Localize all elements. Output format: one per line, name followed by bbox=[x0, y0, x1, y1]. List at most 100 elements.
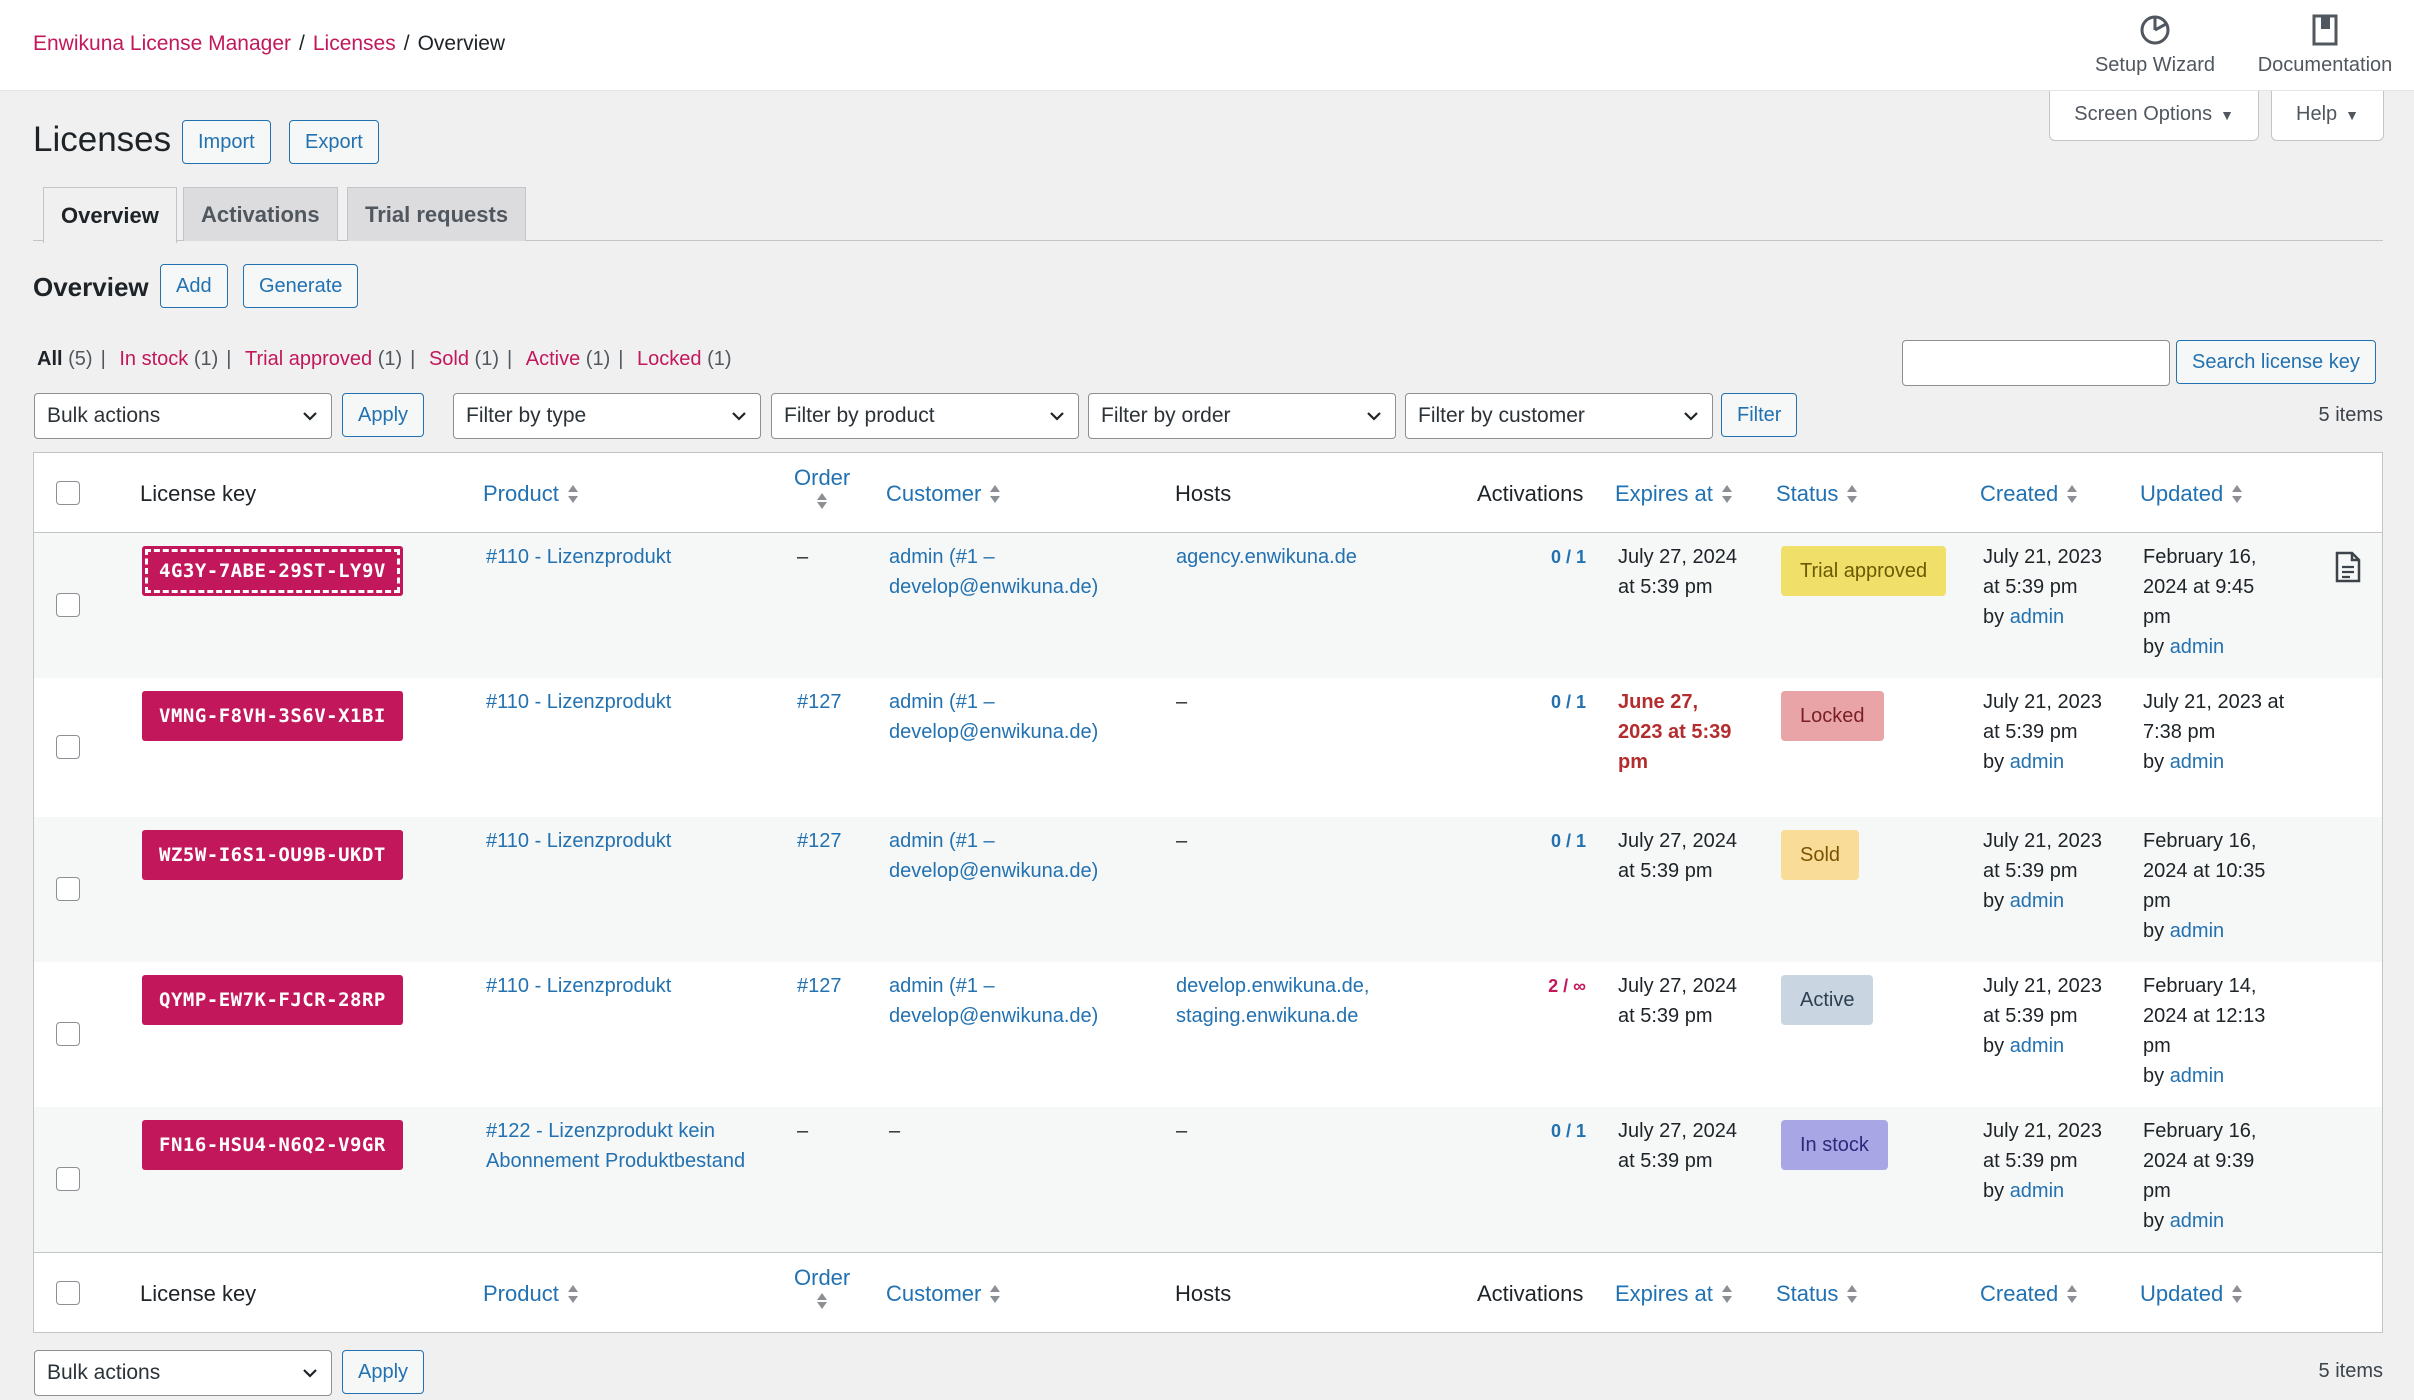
documentation-button[interactable]: Documentation bbox=[2250, 12, 2400, 77]
import-button[interactable]: Import bbox=[182, 120, 271, 164]
column-product[interactable]: Product bbox=[483, 1281, 579, 1307]
customer-email-link[interactable]: develop@enwikuna.de) bbox=[889, 860, 1099, 882]
host-link[interactable]: develop.enwikuna.de, bbox=[1176, 975, 1370, 997]
host-link[interactable]: agency.enwikuna.de bbox=[1176, 546, 1357, 568]
activations-count[interactable]: 0 / 1 bbox=[1550, 831, 1586, 851]
column-created[interactable]: Created bbox=[1980, 481, 2078, 507]
created-cell: July 21, 2023 at 5:39 pm by admin bbox=[1983, 542, 2102, 632]
updated-user-link[interactable]: admin bbox=[2169, 751, 2225, 773]
product-link[interactable]: #110 - Lizenzprodukt bbox=[486, 546, 672, 568]
customer-email-link[interactable]: develop@enwikuna.de) bbox=[889, 576, 1099, 598]
created-user-link[interactable]: admin bbox=[2009, 1180, 2065, 1202]
license-key-badge[interactable]: VMNG-F8VH-3S6V-X1BI bbox=[142, 691, 403, 741]
row-checkbox[interactable] bbox=[56, 1022, 80, 1046]
product-link-continued[interactable]: Abonnement Produktbestand bbox=[486, 1150, 746, 1172]
product-link[interactable]: #110 - Lizenzprodukt bbox=[486, 830, 672, 852]
select-all-checkbox[interactable] bbox=[56, 481, 80, 505]
column-expires-at[interactable]: Expires at bbox=[1615, 481, 1733, 507]
order-link[interactable]: #127 bbox=[797, 830, 842, 852]
created-user-link[interactable]: admin bbox=[2009, 1035, 2065, 1057]
created-date: July 21, 2023 bbox=[1983, 975, 2102, 997]
order-link[interactable]: #127 bbox=[797, 975, 842, 997]
activations-count[interactable]: 2 / ∞ bbox=[1548, 976, 1586, 996]
view-in-stock[interactable]: In stock (1) bbox=[119, 348, 219, 370]
tab-trial-requests[interactable]: Trial requests bbox=[347, 187, 527, 241]
column-order[interactable]: Order bbox=[794, 467, 850, 511]
license-key-badge[interactable]: 4G3Y-7ABE-29ST-LY9V bbox=[142, 546, 403, 596]
column-status[interactable]: Status bbox=[1776, 481, 1858, 507]
license-key-badge[interactable]: WZ5W-I6S1-OU9B-UKDT bbox=[142, 830, 403, 880]
host-link[interactable]: staging.enwikuna.de bbox=[1176, 1005, 1359, 1027]
row-checkbox[interactable] bbox=[56, 593, 80, 617]
generate-button[interactable]: Generate bbox=[243, 264, 359, 308]
bulk-actions-select[interactable]: Bulk actions bbox=[34, 393, 332, 439]
items-count: 5 items bbox=[2318, 404, 2383, 426]
breadcrumb-home-link[interactable]: Enwikuna License Manager bbox=[33, 32, 291, 55]
column-updated[interactable]: Updated bbox=[2140, 1281, 2243, 1307]
activations-count[interactable]: 0 / 1 bbox=[1550, 692, 1586, 712]
created-user-link[interactable]: admin bbox=[2009, 751, 2065, 773]
column-created[interactable]: Created bbox=[1980, 1281, 2078, 1307]
filter-customer-select[interactable]: Filter by customer bbox=[1405, 393, 1713, 439]
customer-link[interactable]: admin (#1 – bbox=[889, 691, 995, 713]
row-checkbox[interactable] bbox=[56, 735, 80, 759]
row-checkbox[interactable] bbox=[56, 1167, 80, 1191]
activations-count[interactable]: 0 / 1 bbox=[1550, 547, 1586, 567]
screen-options-button[interactable]: Screen Options ▼ bbox=[2049, 91, 2259, 141]
view-sold[interactable]: Sold (1) bbox=[428, 348, 499, 370]
column-expires-at[interactable]: Expires at bbox=[1615, 1281, 1733, 1307]
view-trial-approved[interactable]: Trial approved (1) bbox=[245, 348, 403, 370]
setup-wizard-button[interactable]: Setup Wizard bbox=[2090, 12, 2220, 77]
activations-count[interactable]: 0 / 1 bbox=[1550, 1121, 1586, 1141]
select-all-checkbox[interactable] bbox=[56, 1281, 80, 1305]
search-input[interactable] bbox=[1902, 340, 2170, 386]
apply-button-bottom[interactable]: Apply bbox=[342, 1350, 425, 1394]
search-license-key-button[interactable]: Search license key bbox=[2176, 340, 2376, 384]
status-views: All (5) | In stock (1) | Trial approved (1… bbox=[37, 348, 732, 370]
customer-cell: admin (#1 – develop@enwikuna.de) bbox=[889, 826, 1098, 886]
tab-overview[interactable]: Overview bbox=[43, 187, 177, 243]
tab-activations[interactable]: Activations bbox=[183, 187, 338, 241]
export-button[interactable]: Export bbox=[289, 120, 379, 164]
column-customer[interactable]: Customer bbox=[886, 481, 1001, 507]
column-status[interactable]: Status bbox=[1776, 1281, 1858, 1307]
document-icon[interactable] bbox=[2334, 551, 2362, 583]
product-link[interactable]: #110 - Lizenzprodukt bbox=[486, 691, 672, 713]
customer-email-link[interactable]: develop@enwikuna.de) bbox=[889, 1005, 1099, 1027]
updated-user-link[interactable]: admin bbox=[2169, 636, 2225, 658]
bulk-actions-select-bottom[interactable]: Bulk actions bbox=[34, 1350, 332, 1396]
created-time: at 5:39 pm bbox=[1983, 721, 2078, 743]
product-link[interactable]: #110 - Lizenzprodukt bbox=[486, 975, 672, 997]
add-button[interactable]: Add bbox=[160, 264, 228, 308]
filter-order-select[interactable]: Filter by order bbox=[1088, 393, 1396, 439]
updated-user-link[interactable]: admin bbox=[2169, 920, 2225, 942]
column-updated[interactable]: Updated bbox=[2140, 481, 2243, 507]
updated-user-link[interactable]: admin bbox=[2169, 1210, 2225, 1232]
view-active[interactable]: Active (1) bbox=[525, 348, 611, 370]
license-key-badge[interactable]: FN16-HSU4-N6Q2-V9GR bbox=[142, 1120, 403, 1170]
customer-link[interactable]: admin (#1 – bbox=[889, 546, 995, 568]
help-button[interactable]: Help ▼ bbox=[2271, 91, 2384, 141]
column-customer[interactable]: Customer bbox=[886, 1281, 1001, 1307]
license-key-badge[interactable]: QYMP-EW7K-FJCR-28RP bbox=[142, 975, 403, 1025]
help-label: Help bbox=[2296, 103, 2338, 125]
filter-type-select[interactable]: Filter by type bbox=[453, 393, 761, 439]
filter-button[interactable]: Filter bbox=[1721, 393, 1798, 437]
breadcrumb-licenses-link[interactable]: Licenses bbox=[312, 32, 396, 55]
view-all[interactable]: All (5) bbox=[37, 348, 93, 370]
created-user-link[interactable]: admin bbox=[2009, 890, 2065, 912]
apply-button[interactable]: Apply bbox=[342, 393, 425, 437]
column-order[interactable]: Order bbox=[794, 1267, 850, 1311]
column-product[interactable]: Product bbox=[483, 481, 579, 507]
view-locked[interactable]: Locked (1) bbox=[637, 348, 732, 370]
updated-user-link[interactable]: admin bbox=[2169, 1065, 2225, 1087]
order-link[interactable]: #127 bbox=[797, 691, 842, 713]
customer-link[interactable]: admin (#1 – bbox=[889, 830, 995, 852]
product-link[interactable]: #122 - Lizenzprodukt kein bbox=[486, 1120, 716, 1142]
created-user-link[interactable]: admin bbox=[2009, 606, 2065, 628]
customer-email-link[interactable]: develop@enwikuna.de) bbox=[889, 721, 1099, 743]
expires-cell: July 27, 2024 at 5:39 pm bbox=[1618, 826, 1737, 886]
filter-product-select[interactable]: Filter by product bbox=[771, 393, 1079, 439]
row-checkbox[interactable] bbox=[56, 877, 80, 901]
customer-link[interactable]: admin (#1 – bbox=[889, 975, 995, 997]
